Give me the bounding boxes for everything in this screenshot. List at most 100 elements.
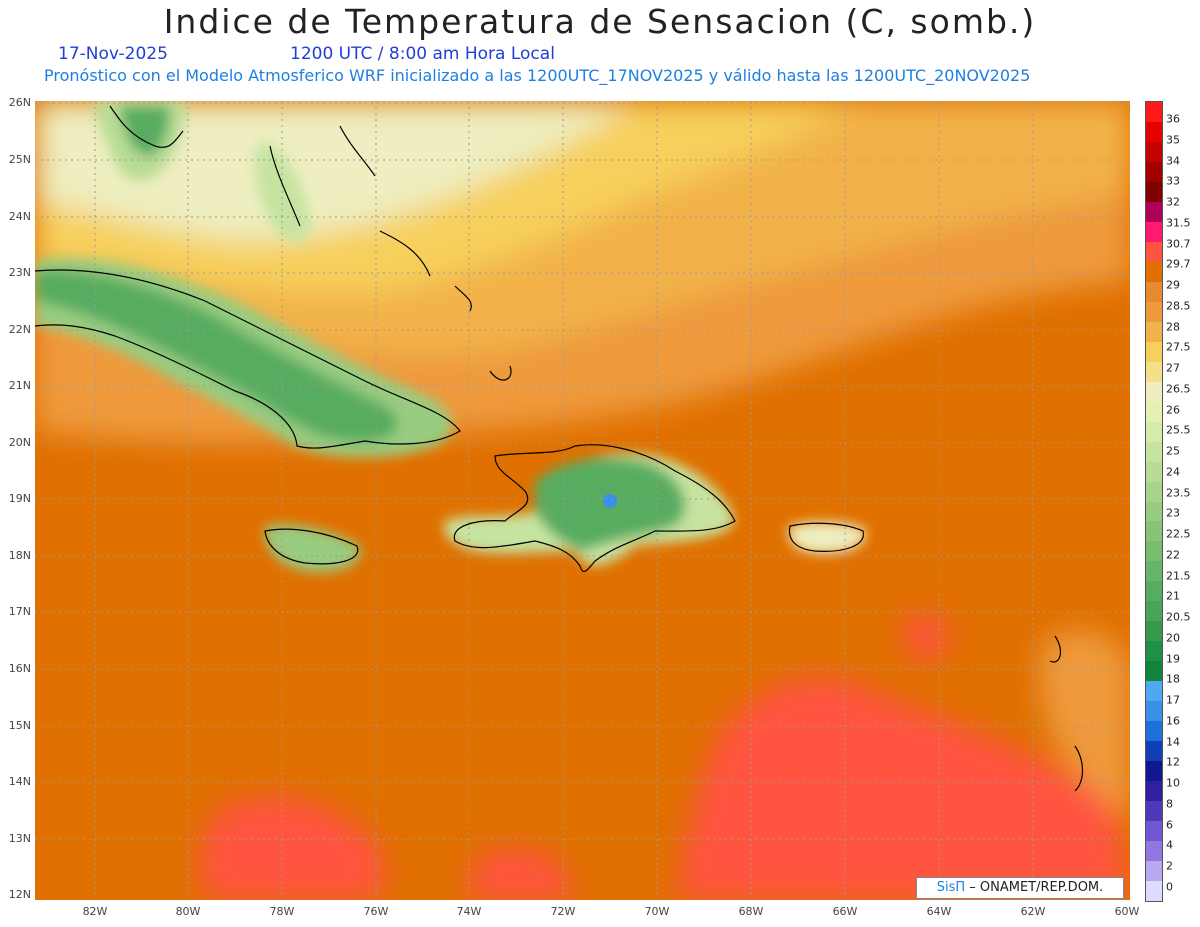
lat-label: 22N [8,323,31,336]
lat-label: 19N [8,492,31,505]
legend-label: 26 [1166,403,1180,417]
legend-swatch [1146,621,1162,642]
map-canvas [35,101,1130,900]
legend-label: 34 [1166,154,1180,167]
legend-label: 27.5 [1166,340,1191,354]
legend-label: 21.5 [1166,569,1191,583]
legend-swatch [1146,281,1162,302]
lat-label: 23N [8,266,31,279]
lon-label: 68W [738,905,764,918]
legend-label: 12 [1166,755,1180,769]
lon-label: 74W [456,905,482,918]
legend-swatch [1146,441,1162,462]
legend-swatch [1146,221,1162,242]
legend-label: 22.5 [1166,527,1191,541]
forecast-time: 1200 UTC / 8:00 am Hora Local [290,44,555,64]
legend-swatch [1146,181,1162,202]
lon-label: 70W [644,905,670,918]
lon-label: 66W [832,905,858,918]
legend-swatch [1146,781,1162,802]
legend-label: 35 [1166,133,1180,147]
legend-swatch [1146,821,1162,842]
legend-swatch [1146,501,1162,522]
legend-swatch [1146,681,1162,702]
color-legend [1145,101,1163,902]
legend-label: 21 [1166,589,1180,603]
legend-swatch [1146,321,1162,342]
legend-swatch [1146,641,1162,662]
legend-swatch [1146,481,1162,502]
lat-label: 18N [8,549,31,562]
lon-label: 64W [926,905,952,918]
legend-swatch [1146,761,1162,782]
lat-label: 14N [8,775,31,788]
legend-swatch [1146,521,1162,542]
legend-label: 17 [1166,693,1180,707]
legend-swatch [1146,261,1162,282]
lon-label: 72W [550,905,576,918]
legend-swatch [1146,461,1162,482]
legend-swatch [1146,541,1162,562]
coastlines [35,105,1084,792]
legend-label: 29 [1166,278,1180,292]
legend-label: 29.7 [1166,257,1191,271]
legend-swatch [1146,741,1162,762]
legend-swatch [1146,601,1162,622]
legend-label: 4 [1166,838,1173,852]
legend-label: 20 [1166,631,1180,645]
lat-label: 13N [8,832,31,845]
lon-label: 80W [175,905,201,918]
legend-swatch [1146,341,1162,362]
credit-box: SisΠ – ONAMET/REP.DOM. [916,877,1124,899]
lat-label: 25N [8,153,31,166]
legend-label: 30.7 [1166,237,1191,251]
legend-swatch [1146,241,1162,262]
map-title: Indice de Temperatura de Sensacion (C, s… [163,2,1037,41]
legend-label: 14 [1166,735,1180,749]
forecast-description: Pronóstico con el Modelo Atmosferico WRF… [44,66,1031,85]
lat-label: 26N [8,96,31,109]
legend-swatch [1146,581,1162,602]
legend-swatch [1146,141,1162,162]
legend-swatch [1146,801,1162,822]
legend-label: 10 [1166,776,1180,790]
legend-label: 31.5 [1166,216,1191,230]
legend-label: 23 [1166,506,1180,520]
legend-swatch [1146,301,1162,322]
legend-label: 25.5 [1166,423,1191,437]
legend-label: 33 [1166,174,1180,188]
lon-label: 76W [363,905,389,918]
legend-swatch [1146,561,1162,582]
lat-label: 21N [8,379,31,392]
legend-label: 16 [1166,714,1180,728]
lat-label: 17N [8,605,31,618]
heat-index-map [35,101,1130,900]
legend-swatch [1146,161,1162,182]
lat-label: 15N [8,719,31,732]
lat-label: 24N [8,210,31,223]
legend-swatch [1146,102,1162,122]
legend-label: 26.5 [1166,382,1191,396]
legend-swatch [1146,361,1162,382]
lon-label: 60W [1114,905,1140,918]
legend-label: 36 [1166,112,1180,126]
legend-swatch [1146,861,1162,882]
legend-swatch [1146,661,1162,682]
legend-label: 19 [1166,652,1180,666]
forecast-date: 17-Nov-2025 [58,44,168,64]
graticule [35,101,1130,900]
legend-label: 0 [1166,880,1173,894]
legend-label: 8 [1166,797,1173,811]
lat-label: 20N [8,436,31,449]
lat-label: 12N [8,888,31,901]
legend-label: 18 [1166,672,1180,686]
legend-swatch [1146,401,1162,422]
lon-label: 62W [1020,905,1046,918]
legend-label: 22 [1166,548,1180,562]
legend-label: 28 [1166,320,1180,334]
lon-label: 78W [269,905,295,918]
legend-label: 32 [1166,195,1180,209]
lon-label: 82W [82,905,108,918]
legend-label: 2 [1166,859,1173,873]
credit-brand: SisΠ [936,880,966,895]
